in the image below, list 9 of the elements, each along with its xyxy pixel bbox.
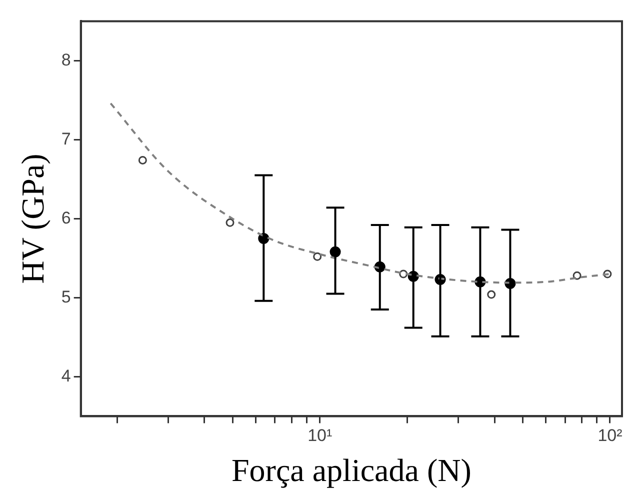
y-tick-label: 5 (61, 287, 71, 306)
x-axis-title: Força aplicada (N) (231, 452, 472, 488)
x-tick-label: 10² (598, 426, 623, 446)
y-tick-label: 6 (61, 208, 71, 228)
y-tick-label: 8 (61, 50, 71, 70)
y-tick-label: 4 (61, 366, 71, 386)
y-axis-title: HV (GPa) (14, 154, 51, 284)
y-tick-label: 7 (61, 129, 71, 148)
x-tick-label: 10¹ (308, 426, 332, 446)
